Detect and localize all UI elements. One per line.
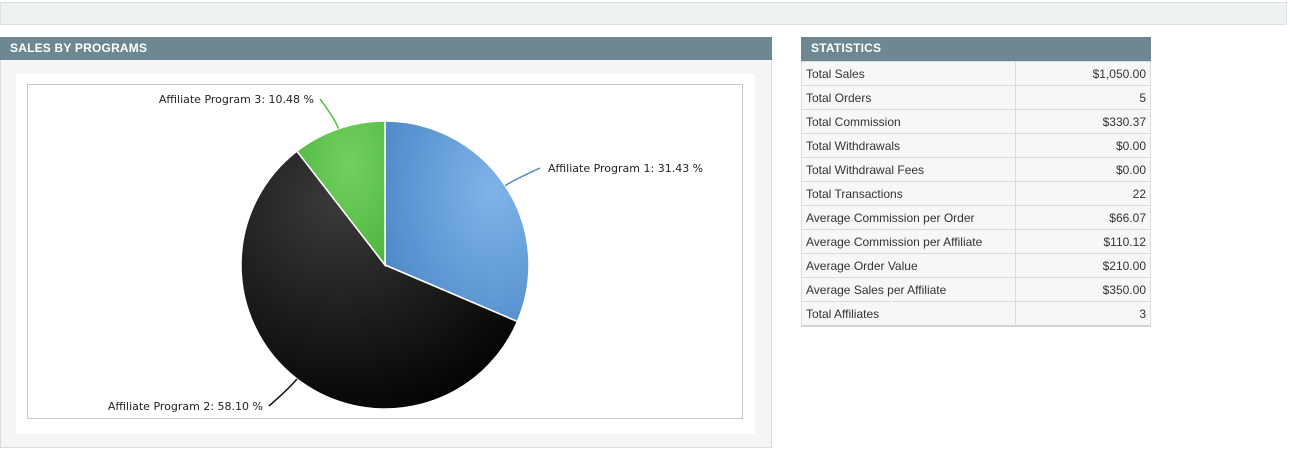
stat-value: $1,050.00 [1015,61,1151,86]
connector-line [504,167,541,187]
stat-row: Total Commission $330.37 [801,109,1151,134]
sales-by-programs-header: SALES BY PROGRAMS [0,37,772,60]
chart-frame [27,84,743,419]
stat-value: 5 [1015,85,1151,110]
slice-label: Affiliate Program 3: 10.48 % [159,93,314,106]
slice-affiliate-program-2 [240,150,519,410]
stat-value: $210.00 [1015,253,1151,278]
slice-label: Affiliate Program 2: 58.10 % [108,400,263,413]
stat-label: Total Transactions [801,181,1016,206]
stat-label: Average Commission per Order [801,205,1016,230]
stat-value: $66.07 [1015,205,1151,230]
stat-row: Total Transactions 22 [801,181,1151,206]
stat-row: Average Order Value $210.00 [801,253,1151,278]
stat-label: Average Commission per Affiliate [801,229,1016,254]
stat-label: Total Sales [801,61,1016,86]
stats-panel-title: STATISTICS [811,41,882,55]
stat-value: 3 [1015,301,1151,327]
stat-value: $0.00 [1015,157,1151,182]
stat-label: Total Commission [801,109,1016,134]
sales-panel-title: SALES BY PROGRAMS [10,41,148,55]
connector-line [319,98,340,129]
stat-row: Total Orders 5 [801,85,1151,110]
stat-row: Average Sales per Affiliate $350.00 [801,277,1151,302]
top-bar [0,2,1287,25]
stat-row: Total Sales $1,050.00 [801,61,1151,86]
connector-line [268,378,298,407]
stat-value: $350.00 [1015,277,1151,302]
stat-label: Total Affiliates [801,301,1016,327]
stat-value: 22 [1015,181,1151,206]
stat-label: Average Order Value [801,253,1016,278]
stat-value: $330.37 [1015,109,1151,134]
stat-label: Average Sales per Affiliate [801,277,1016,302]
stat-label: Total Orders [801,85,1016,110]
statistics-header: STATISTICS [801,37,1151,61]
stat-value: $0.00 [1015,133,1151,158]
stat-label: Total Withdrawals [801,133,1016,158]
slice-label: Affiliate Program 1: 31.43 % [548,162,703,175]
slice-affiliate-program-1 [384,120,530,323]
stat-row: Average Commission per Order $66.07 [801,205,1151,230]
stat-row: Total Affiliates 3 [801,301,1151,327]
statistics-table: Total Sales $1,050.00 Total Orders 5 Total… [801,61,1151,327]
stat-row: Total Withdrawal Fees $0.00 [801,157,1151,182]
stat-label: Total Withdrawal Fees [801,157,1016,182]
stat-value: $110.12 [1015,229,1151,254]
stat-row: Average Commission per Affiliate $110.12 [801,229,1151,254]
stat-row: Total Withdrawals $0.00 [801,133,1151,158]
